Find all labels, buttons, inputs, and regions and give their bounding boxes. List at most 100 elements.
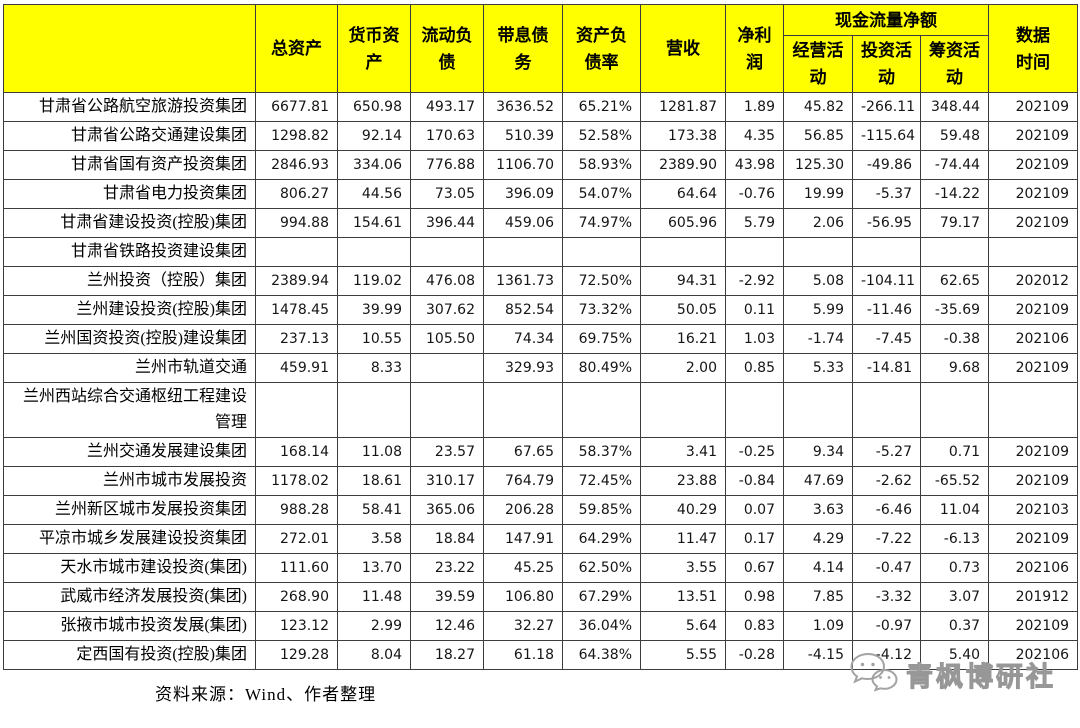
financing-cashflow-cell: 5.40 [919, 640, 990, 670]
total-assets-cell: 1478.45 [255, 295, 338, 325]
company-name-cell: 兰州市轨道交通 [3, 353, 256, 383]
interest-bearing-debt-cell: 1361.73 [483, 266, 563, 296]
revenue-cell: 5.55 [640, 640, 726, 670]
interest-bearing-debt-cell: 45.25 [483, 553, 563, 583]
company-name-cell: 甘肃省公路航空旅游投资集团 [3, 92, 256, 122]
debt-ratio-cell: 36.04% [562, 611, 641, 641]
investing-cashflow-cell [852, 382, 921, 438]
current-liabilities-cell [410, 353, 484, 383]
net-profit-cell: 1.89 [725, 92, 784, 122]
current-liabilities-cell: 493.17 [410, 92, 484, 122]
revenue-cell: 13.51 [640, 582, 726, 612]
table-row: 甘肃省公路航空旅游投资集团 6677.81 650.98 493.17 3636… [3, 92, 1079, 122]
investing-cashflow-cell: -7.22 [852, 524, 921, 554]
interest-bearing-debt-cell: 3636.52 [483, 92, 563, 122]
net-profit-cell: 0.98 [725, 582, 784, 612]
investing-cashflow-cell: -104.11 [852, 266, 921, 296]
financing-cashflow-cell: 348.44 [919, 92, 990, 122]
financing-cashflow-cell: -65.52 [919, 466, 990, 496]
data-time-cell: 202109 [988, 437, 1079, 467]
operating-cashflow-cell: 5.99 [783, 295, 853, 325]
debt-ratio-cell: 52.58% [562, 121, 641, 151]
debt-ratio-cell: 69.75% [562, 324, 641, 354]
financing-cashflow-cell: -74.44 [919, 150, 990, 180]
investing-cashflow-cell: -115.64 [852, 121, 921, 151]
header-monetary-assets: 货币资产 [337, 4, 411, 93]
debt-ratio-cell: 65.21% [562, 92, 641, 122]
operating-cashflow-cell: 47.69 [783, 466, 853, 496]
company-name-cell: 定西国有投资(控股)集团 [3, 640, 256, 670]
total-assets-cell: 1298.82 [255, 121, 338, 151]
operating-cashflow-cell: 4.29 [783, 524, 853, 554]
source-note: 资料来源：Wind、作者整理 [155, 685, 377, 704]
monetary-assets-cell: 650.98 [337, 92, 411, 122]
monetary-assets-cell: 154.61 [337, 208, 411, 238]
net-profit-cell: 5.79 [725, 208, 784, 238]
total-assets-cell: 994.88 [255, 208, 338, 238]
net-profit-cell: -0.76 [725, 179, 784, 209]
monetary-assets-cell: 119.02 [337, 266, 411, 296]
total-assets-cell: 806.27 [255, 179, 338, 209]
company-name-cell: 兰州市城市发展投资 [3, 466, 256, 496]
header-net-profit: 净利润 [725, 4, 784, 93]
monetary-assets-cell: 3.58 [337, 524, 411, 554]
company-name-cell: 甘肃省建设投资(控股)集团 [3, 208, 256, 238]
interest-bearing-debt-cell: 396.09 [483, 179, 563, 209]
net-profit-cell: -2.92 [725, 266, 784, 296]
interest-bearing-debt-cell: 74.34 [483, 324, 563, 354]
current-liabilities-cell: 18.84 [410, 524, 484, 554]
debt-ratio-cell: 59.85% [562, 495, 641, 525]
revenue-cell [640, 237, 726, 267]
table-row: 兰州投资（控股）集团 2389.94 119.02 476.08 1361.73… [3, 266, 1079, 296]
financing-cashflow-cell: 9.68 [919, 353, 990, 383]
debt-ratio-cell: 67.29% [562, 582, 641, 612]
investing-cashflow-cell: -49.86 [852, 150, 921, 180]
net-profit-cell: 0.07 [725, 495, 784, 525]
monetary-assets-cell: 39.99 [337, 295, 411, 325]
investing-cashflow-cell: -0.47 [852, 553, 921, 583]
current-liabilities-cell: 396.44 [410, 208, 484, 238]
total-assets-cell [255, 382, 338, 438]
debt-ratio-cell: 73.32% [562, 295, 641, 325]
header-cash-flow-group: 现金流量净额 [782, 4, 990, 36]
debt-ratio-cell: 54.07% [562, 179, 641, 209]
debt-ratio-cell: 62.50% [562, 553, 641, 583]
company-name-cell: 兰州交通发展建设集团 [3, 437, 256, 467]
company-name-cell: 兰州西站综合交通枢纽工程建设管理 [3, 382, 256, 438]
operating-cashflow-cell: 19.99 [783, 179, 853, 209]
net-profit-cell: 0.11 [725, 295, 784, 325]
monetary-assets-cell: 92.14 [337, 121, 411, 151]
header-interest-bearing-debt: 带息债务 [483, 4, 563, 93]
investing-cashflow-cell: -266.11 [852, 92, 921, 122]
investing-cashflow-cell: -4.12 [852, 640, 921, 670]
company-name-cell: 武威市经济发展投资(集团) [3, 582, 256, 612]
investing-cashflow-cell: -14.81 [852, 353, 921, 383]
debt-ratio-cell: 58.37% [562, 437, 641, 467]
data-time-cell: 202106 [988, 640, 1079, 670]
operating-cashflow-cell: -1.74 [783, 324, 853, 354]
current-liabilities-cell: 310.17 [410, 466, 484, 496]
financing-cashflow-cell: 62.65 [919, 266, 990, 296]
data-time-cell: 202109 [988, 121, 1079, 151]
interest-bearing-debt-cell: 329.93 [483, 353, 563, 383]
interest-bearing-debt-cell: 852.54 [483, 295, 563, 325]
operating-cashflow-cell: 56.85 [783, 121, 853, 151]
table-row: 定西国有投资(控股)集团 129.28 8.04 18.27 61.18 64.… [3, 640, 1079, 670]
debt-ratio-cell: 58.93% [562, 150, 641, 180]
total-assets-cell: 2389.94 [255, 266, 338, 296]
table-header: 总资产 货币资产 流动负债 带息债务 资产负债率 营收 净利润 现金流量净额 数… [3, 4, 1079, 93]
revenue-cell: 3.41 [640, 437, 726, 467]
net-profit-cell: 0.83 [725, 611, 784, 641]
table-row: 兰州交通发展建设集团 168.14 11.08 23.57 67.65 58.3… [3, 437, 1079, 467]
header-total-assets: 总资产 [255, 4, 338, 93]
current-liabilities-cell: 170.63 [410, 121, 484, 151]
total-assets-cell: 988.28 [255, 495, 338, 525]
net-profit-cell: 4.35 [725, 121, 784, 151]
monetary-assets-cell: 334.06 [337, 150, 411, 180]
data-time-cell: 202106 [988, 324, 1079, 354]
financing-cashflow-cell: 0.71 [919, 437, 990, 467]
interest-bearing-debt-cell [483, 237, 563, 267]
operating-cashflow-cell: 3.63 [783, 495, 853, 525]
investing-cashflow-cell: -5.37 [852, 179, 921, 209]
